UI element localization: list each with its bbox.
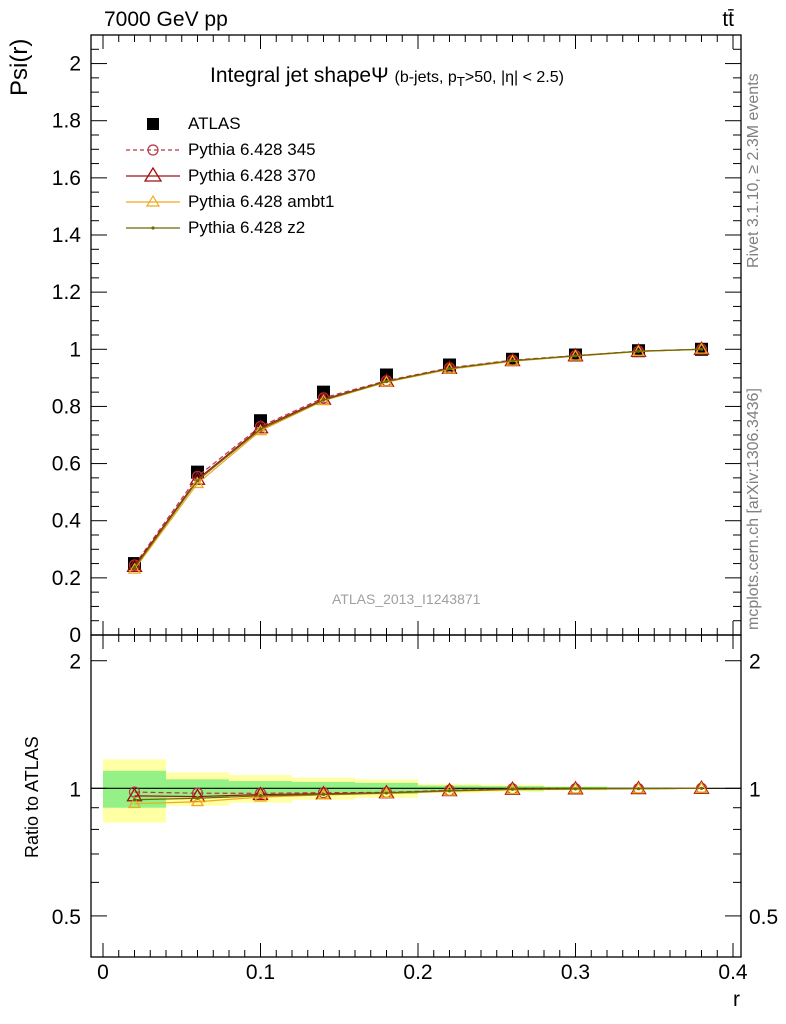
data-point-main [190, 476, 205, 489]
chart-title-symbol: Ψ [371, 64, 389, 87]
data-point-ratio [694, 781, 709, 793]
data-point-main [567, 347, 584, 362]
data-point-main [630, 343, 647, 357]
ratio-y-tick-label-left: 2 [69, 651, 81, 674]
data-point-main [132, 566, 137, 570]
main-panel-series [126, 341, 710, 574]
data-point-ratio [321, 792, 326, 797]
y-tick-label: 2 [69, 53, 81, 76]
ratio-y-tick-label-right: 2 [749, 651, 761, 674]
data-point-ratio [510, 787, 515, 791]
data-point-ratio [568, 782, 583, 794]
chart-subtitle: (b-jets, pT>50, |η| < 2.5) [394, 69, 564, 90]
ratio-y-axis-label: Ratio to ATLAS [22, 736, 42, 858]
x-tick-label: 0 [97, 961, 109, 984]
y-tick-label: 0.2 [52, 567, 81, 590]
data-point-ratio [195, 796, 200, 800]
data-point-main [252, 419, 269, 434]
legend-label: Pythia 6.428 z2 [188, 218, 306, 237]
data-point-ratio [631, 782, 646, 794]
ratio-y-tick-label-right: 1 [749, 778, 761, 801]
data-point-ratio [258, 794, 263, 798]
x-axis-label: r [733, 988, 740, 1011]
data-point-ratio [573, 787, 578, 791]
y-tick-label: 0.6 [52, 453, 81, 476]
x-tick-label: 0.2 [403, 961, 432, 984]
series-line-ratio [134, 787, 702, 801]
data-point-ratio [127, 796, 142, 809]
data-point-ratio [636, 787, 641, 791]
series-line-main [134, 348, 702, 569]
beam-label: 7000 GeV pp [104, 8, 228, 31]
series-line-main [134, 348, 702, 566]
ratio-panel-frame [90, 634, 742, 958]
data-point-main [510, 359, 515, 363]
y-tick-label: 1 [69, 338, 81, 361]
chart-title-text: Integral jet shape [210, 64, 372, 87]
legend-label: Pythia 6.428 345 [188, 140, 316, 159]
legend-marker-square [147, 118, 159, 130]
data-point-main [258, 427, 263, 431]
y-tick-label: 1.6 [52, 167, 81, 190]
data-point-ratio [447, 789, 452, 793]
y-tick-label: 0.8 [52, 395, 81, 418]
data-point-ratio [190, 794, 205, 807]
y-tick-label: 0.4 [52, 510, 82, 533]
y-tick-label: 0 [69, 624, 81, 647]
subtitle-part-1: (b-jets, p [394, 69, 457, 86]
legend-marker-circle [126, 144, 180, 156]
data-point-main [195, 479, 200, 483]
data-point-ratio [252, 786, 269, 801]
data-point-main [321, 398, 326, 402]
x-tick-label: 0.1 [246, 961, 275, 984]
data-point-main [573, 354, 578, 358]
analysis-watermark: ATLAS_2013_I1243871 [332, 591, 481, 607]
legend-marker-dot [126, 226, 180, 230]
y-tick-label: 1.8 [52, 110, 81, 133]
data-point-ratio [132, 798, 137, 802]
data-point-main [636, 349, 641, 353]
subtitle-part-2: T [456, 74, 465, 90]
subtitle-part-3: >50, |η| < 2.5) [464, 69, 564, 86]
data-point-ratio [384, 791, 389, 795]
legend-marker-triangle [126, 194, 180, 207]
data-point-ratio [567, 780, 584, 795]
axis-tick-labels: 0 0.1 0.2 0.3 0.4 0 0.2 0.4 0.6 0.8 1 1.2 1.4 1.6 1.8 2… [52, 53, 778, 984]
ratio-panel-series [126, 780, 710, 809]
chart-title: Integral jet shapeΨ (b-jets, pT>50, |η| … [210, 64, 564, 89]
y-tick-label: 1.2 [52, 281, 81, 304]
legend-label: ATLAS [188, 114, 241, 133]
legend-marker-triangle [126, 166, 180, 182]
data-point-ratio [699, 786, 704, 790]
data-point-main [447, 367, 452, 371]
data-point-main [127, 562, 142, 574]
y-axis-label: Psi(r) [6, 38, 33, 96]
axis-ticks [91, 34, 741, 958]
data-point-main [253, 423, 268, 436]
data-point-ratio [630, 780, 647, 795]
y-tick-label: 1.4 [52, 224, 82, 247]
series-line-main [134, 348, 702, 567]
x-tick-label: 0.4 [718, 961, 748, 984]
data-point-main [699, 347, 704, 351]
legend-label: Pythia 6.428 ambt1 [188, 192, 335, 211]
data-point-ratio [504, 780, 521, 795]
ratio-y-tick-label-left: 1 [69, 778, 81, 801]
data-point-main [693, 341, 710, 355]
ratio-y-tick-label-right: 0.5 [749, 906, 778, 929]
legend-label: Pythia 6.428 370 [188, 166, 316, 185]
data-point-main [694, 342, 709, 354]
process-label: tt̄ [722, 8, 734, 31]
mcplots-label: mcplots.cern.ch [arXiv:1306.3436] [745, 388, 762, 630]
rivet-version-label: Rivet 3.1.10, ≥ 2.3M events [745, 73, 762, 268]
data-point-ratio [693, 780, 710, 794]
data-point-main [384, 379, 389, 384]
x-tick-label: 0.3 [561, 961, 590, 984]
ratio-y-tick-label-left: 0.5 [52, 906, 81, 929]
